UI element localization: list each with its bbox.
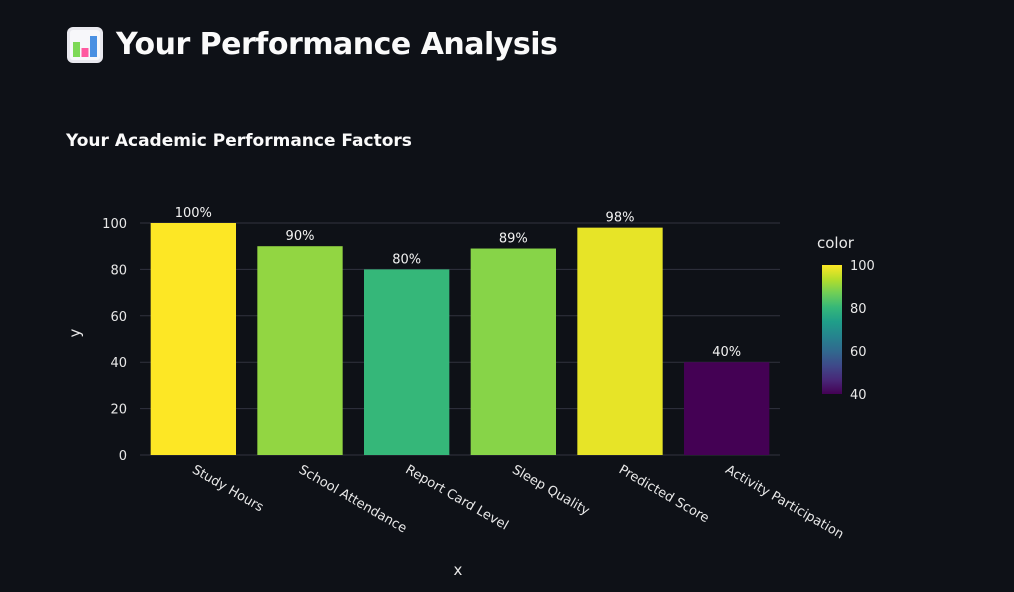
x-tick-label: Activity Participation	[723, 462, 846, 542]
colorbar-tick-label: 40	[850, 388, 867, 403]
y-tick-label: 100	[102, 217, 127, 232]
page-header: Your Performance Analysis	[66, 26, 558, 64]
colorbar-gradient	[822, 265, 842, 394]
bar[interactable]	[364, 269, 450, 455]
y-tick-label: 20	[110, 403, 127, 418]
y-tick-label: 0	[119, 449, 127, 464]
gridlines	[140, 222, 780, 456]
x-tick-label: Sleep Quality	[509, 462, 592, 518]
y-tick-label: 60	[110, 310, 127, 325]
section-title: Your Academic Performance Factors	[66, 131, 412, 151]
bar-chart-emoji-icon	[67, 27, 103, 63]
y-axis-title: y	[66, 328, 84, 337]
colorbar-tick-label: 100	[850, 259, 875, 274]
colorbar-ticks: 40 60 80 100	[850, 259, 875, 403]
y-tick-label: 80	[110, 263, 127, 278]
bar-data-label: 89%	[499, 232, 528, 247]
bar[interactable]	[577, 227, 663, 455]
bar-data-label: 90%	[286, 229, 315, 244]
bar[interactable]	[150, 223, 236, 455]
y-axis-ticks: 0 20 40 60 80 100	[102, 217, 127, 464]
y-tick-label: 40	[110, 356, 127, 371]
colorbar-tick-label: 80	[850, 302, 867, 317]
colorbar-title: color	[817, 234, 855, 252]
bar-data-label: 40%	[712, 345, 741, 360]
bar[interactable]	[257, 246, 343, 455]
page-title: Your Performance Analysis	[116, 27, 558, 62]
colorbar: color 40 60 80 100	[817, 234, 875, 403]
bar[interactable]	[470, 248, 556, 455]
x-tick-label: Study Hours	[189, 462, 266, 515]
x-tick-label: Predicted Score	[616, 462, 711, 526]
bar-data-label: 100%	[175, 206, 212, 221]
x-axis-title: x	[454, 561, 463, 579]
bar[interactable]	[684, 362, 770, 455]
bar-data-label: 98%	[606, 211, 635, 226]
bars: 100% 90% 80% 89% 98% 40%	[150, 206, 770, 455]
x-tick-label: School Attendance	[296, 462, 409, 536]
colorbar-tick-label: 60	[850, 345, 867, 360]
bar-data-label: 80%	[392, 252, 421, 267]
x-tick-label: Report Card Level	[403, 462, 511, 533]
